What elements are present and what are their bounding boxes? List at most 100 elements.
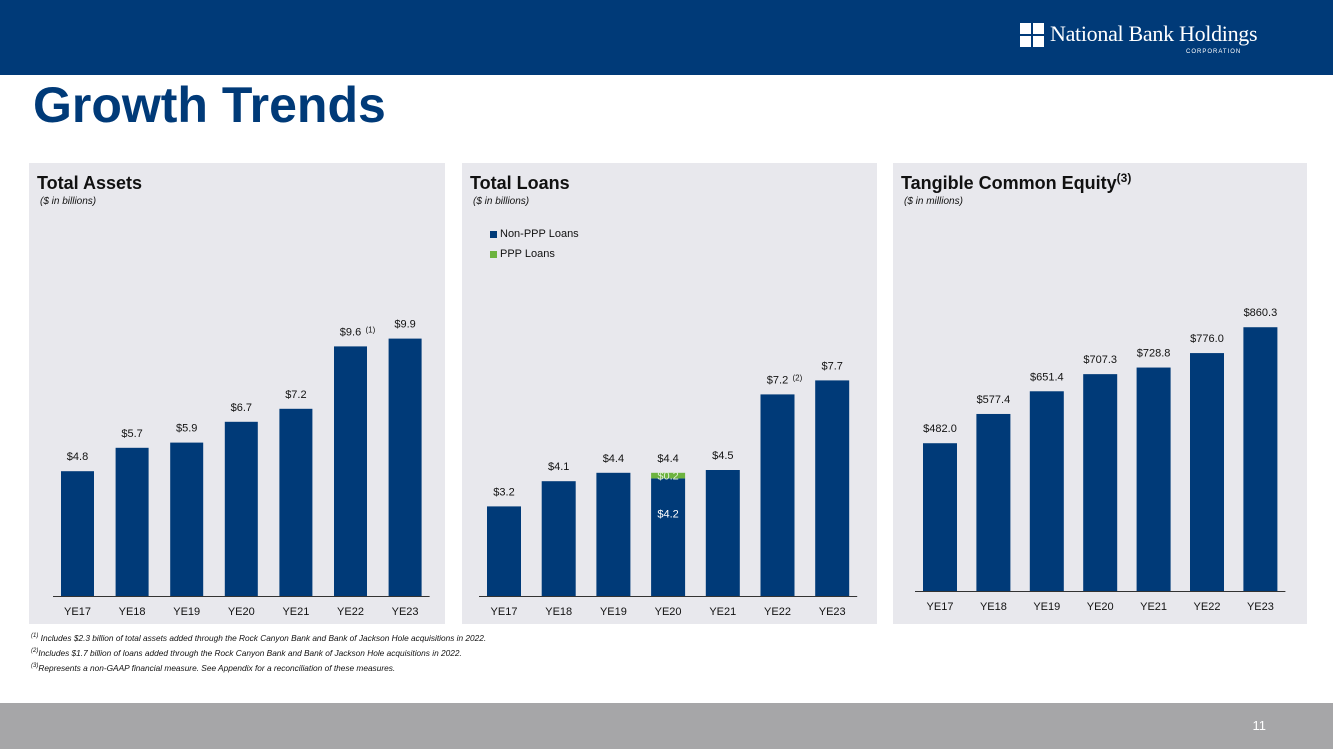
x-tick-label: YE17 (64, 606, 91, 618)
data-label: $482.0 (923, 423, 957, 435)
bar-ye17-non-ppp (487, 506, 521, 596)
page-number: 11 (1252, 718, 1267, 733)
chart-title: Tangible Common Equity(3) (901, 171, 1132, 193)
bar-ye17 (61, 471, 94, 596)
data-label: $651.4 (1030, 371, 1064, 383)
logo-text: National Bank Holdings (1050, 21, 1258, 46)
footnotes: (1) Includes $2.3 billion of total asset… (31, 630, 486, 674)
bar-ye23 (388, 338, 422, 596)
bar-ye19-non-ppp (596, 472, 631, 596)
footer-bar: 11 (0, 703, 1333, 749)
bar-ye20 (224, 421, 258, 596)
x-tick-label: YE22 (337, 606, 364, 618)
page-title: Growth Trends (33, 77, 386, 133)
x-tick-label: YE21 (709, 606, 736, 618)
header-bar: National Bank Holdings CORPORATION (0, 0, 1333, 75)
data-label: $6.7 (231, 402, 252, 414)
data-label: $4.4 (603, 453, 624, 465)
x-tick-label: YE22 (1194, 601, 1221, 613)
x-tick-label: YE17 (927, 601, 954, 613)
bar-ye22 (334, 346, 367, 596)
legend-swatch-navy (490, 230, 497, 238)
inner-data-label: $0.2 (657, 471, 678, 483)
footnote-1: (1) Includes $2.3 billion of total asset… (31, 632, 487, 643)
total-assets-chart: $4.8 YE17 $5.7 YE18 $5.9 YE19 $6.7 YE20 $7.2 YE21… (53, 319, 430, 618)
title-footnote-mark: (3) (1116, 171, 1132, 185)
data-label: $4.8 (67, 451, 88, 463)
data-label-footnote: (2) (793, 373, 803, 382)
x-tick-label: YE18 (980, 601, 1007, 613)
x-tick-label: YE23 (819, 606, 846, 618)
data-label: $776.0 (1190, 333, 1224, 345)
chart-title: Total Loans (470, 173, 570, 193)
data-label: $7.2 (767, 374, 788, 386)
bar-ye19 (1029, 391, 1064, 591)
tangible-common-equity-chart: $482.0 YE17 $577.4 YE18 $651.4 YE19 $707.3 YE20… (915, 307, 1286, 613)
legend-swatch-green (490, 250, 497, 258)
data-label: $577.4 (977, 394, 1011, 406)
data-label: $5.7 (121, 428, 142, 440)
legend-label: Non-PPP Loans (500, 228, 579, 240)
chart-legend: Non-PPP Loans PPP Loans (490, 224, 579, 264)
bar-ye22-non-ppp (760, 394, 795, 596)
data-label: $860.3 (1244, 307, 1278, 319)
logo-subtext: CORPORATION (1186, 49, 1242, 55)
data-label: $4.5 (712, 450, 733, 462)
logo-squares-icon (1020, 23, 1044, 47)
data-label: $7.2 (285, 389, 306, 401)
x-tick-label: YE18 (545, 606, 572, 618)
bar-ye20 (1083, 374, 1118, 591)
x-tick-label: YE18 (119, 606, 146, 618)
data-label: $728.8 (1137, 348, 1171, 360)
data-label: $5.9 (176, 423, 197, 435)
data-label: $3.2 (493, 486, 514, 498)
x-tick-label: YE19 (173, 606, 200, 618)
bar-ye18 (976, 413, 1011, 591)
legend-item-ppp: PPP Loans (490, 244, 579, 264)
company-logo: National Bank Holdings CORPORATION (1020, 20, 1258, 60)
bar-ye22 (1190, 353, 1224, 591)
data-label: $707.3 (1083, 354, 1117, 366)
bar-ye19 (170, 442, 204, 596)
footnote-2: (2)Includes $1.7 billion of loans added … (31, 647, 462, 658)
footnote-3: (3)Represents a non-GAAP financial measu… (31, 662, 396, 673)
x-tick-label: YE22 (764, 606, 791, 618)
inner-data-label: $4.2 (657, 508, 678, 520)
bar-ye21 (1136, 367, 1171, 591)
x-tick-label: YE19 (600, 606, 627, 618)
total-loans-panel: Total Loans ($ in billions) Non-PPP Loan… (462, 163, 877, 624)
bar-ye23-non-ppp (815, 380, 850, 596)
data-label: $9.6 (340, 326, 361, 338)
bar-ye17 (923, 443, 957, 591)
data-label: $7.7 (821, 360, 842, 372)
bar-ye18 (115, 447, 149, 596)
bar-ye23 (1243, 327, 1278, 591)
x-tick-label: YE20 (228, 606, 255, 618)
bar-ye21 (279, 408, 313, 596)
data-label-footnote: (1) (366, 325, 376, 334)
data-label: $9.9 (394, 319, 415, 331)
total-assets-panel: Total Assets ($ in billions) $4.8 YE17 $5.… (29, 163, 445, 624)
chart-subtitle: ($ in billions) (40, 196, 97, 207)
legend-item-non-ppp: Non-PPP Loans (490, 224, 579, 244)
x-tick-label: YE23 (392, 606, 419, 618)
bar-ye21-non-ppp (705, 470, 740, 596)
tangible-common-equity-panel: Tangible Common Equity(3) ($ in millions… (893, 163, 1307, 624)
data-label: $4.1 (548, 461, 569, 473)
chart-subtitle: ($ in billions) (473, 196, 530, 207)
total-loans-chart: $3.2 YE17 $4.1 YE18 $4.4 YE19 $4.2 $0.2 $4.4 YE20… (479, 360, 858, 618)
x-tick-label: YE20 (1087, 601, 1114, 613)
x-tick-label: YE17 (491, 606, 518, 618)
x-tick-label: YE19 (1033, 601, 1060, 613)
x-tick-label: YE21 (1140, 601, 1167, 613)
x-tick-label: YE20 (655, 606, 682, 618)
chart-subtitle: ($ in millions) (904, 196, 963, 207)
x-tick-label: YE23 (1247, 601, 1274, 613)
bar-ye20-ppp (651, 472, 686, 479)
bar-ye20-non-ppp (651, 478, 686, 596)
chart-title: Total Assets (37, 173, 143, 193)
legend-label: PPP Loans (500, 248, 555, 260)
bar-ye18-non-ppp (541, 481, 576, 596)
x-tick-label: YE21 (282, 606, 309, 618)
data-label: $4.4 (657, 453, 678, 465)
